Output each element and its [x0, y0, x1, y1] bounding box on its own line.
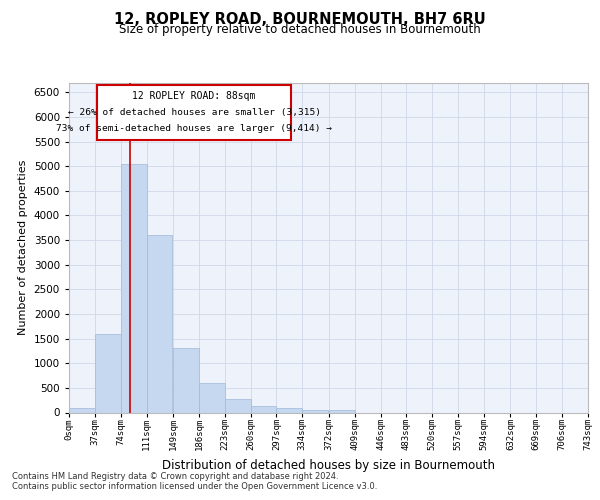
Bar	[146, 235, 172, 412]
Bar	[95, 334, 121, 412]
Y-axis label: Number of detached properties: Number of detached properties	[18, 160, 28, 335]
Bar	[302, 410, 328, 412]
X-axis label: Distribution of detached houses by size in Bournemouth: Distribution of detached houses by size …	[162, 458, 495, 471]
Bar	[277, 408, 302, 412]
Bar	[173, 348, 199, 412]
Text: 73% of semi-detached houses are larger (9,414) →: 73% of semi-detached houses are larger (…	[56, 124, 332, 134]
Bar	[121, 164, 146, 412]
Bar	[251, 406, 277, 412]
Bar	[329, 410, 355, 412]
Text: Size of property relative to detached houses in Bournemouth: Size of property relative to detached ho…	[119, 22, 481, 36]
Text: 12 ROPLEY ROAD: 88sqm: 12 ROPLEY ROAD: 88sqm	[133, 91, 256, 101]
Text: Contains public sector information licensed under the Open Government Licence v3: Contains public sector information licen…	[12, 482, 377, 491]
Bar	[199, 383, 225, 412]
Text: ← 26% of detached houses are smaller (3,315): ← 26% of detached houses are smaller (3,…	[68, 108, 320, 116]
Text: Contains HM Land Registry data © Crown copyright and database right 2024.: Contains HM Land Registry data © Crown c…	[12, 472, 338, 481]
Bar	[69, 408, 95, 412]
Bar	[225, 399, 251, 412]
FancyBboxPatch shape	[97, 86, 291, 140]
Text: 12, ROPLEY ROAD, BOURNEMOUTH, BH7 6RU: 12, ROPLEY ROAD, BOURNEMOUTH, BH7 6RU	[114, 12, 486, 28]
